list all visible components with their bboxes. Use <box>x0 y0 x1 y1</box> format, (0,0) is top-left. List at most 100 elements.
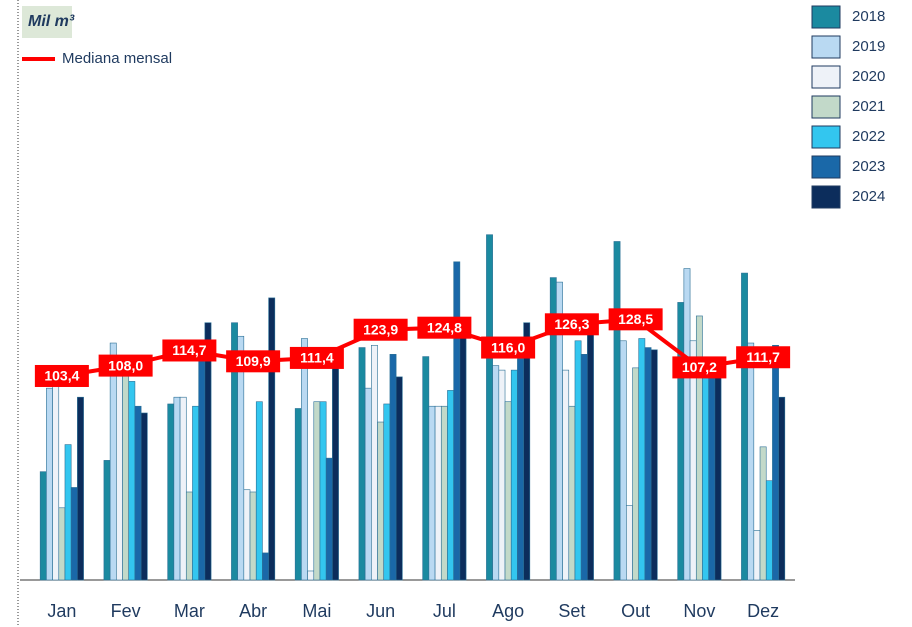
bar <box>383 403 391 581</box>
bar <box>778 396 786 581</box>
bar <box>626 505 633 581</box>
median-label: 114,7 <box>172 342 206 358</box>
bar <box>134 405 142 581</box>
median-label: 128,5 <box>618 311 653 327</box>
bar <box>237 335 245 581</box>
bar <box>313 401 321 581</box>
bar <box>447 390 454 581</box>
bar <box>192 405 199 581</box>
legend-swatch <box>811 95 841 119</box>
bar <box>772 344 779 581</box>
bar <box>389 354 397 581</box>
bar <box>307 570 315 581</box>
median-label: 124,8 <box>427 319 462 335</box>
legend-swatch <box>811 185 841 209</box>
bar <box>52 385 60 581</box>
bar <box>116 356 123 581</box>
bar <box>568 405 576 581</box>
bar <box>702 372 709 581</box>
bar <box>765 480 773 581</box>
bar <box>422 356 430 581</box>
bar <box>714 372 722 581</box>
legend-swatch <box>811 155 841 179</box>
bar <box>128 381 136 581</box>
bar <box>319 401 327 581</box>
bar <box>122 365 130 581</box>
median-label: 103,4 <box>44 368 79 384</box>
x-tick-label: Ago <box>492 601 524 621</box>
median-label: 116,0 <box>491 339 525 355</box>
median-label: 108,0 <box>108 357 143 373</box>
bar <box>638 338 646 581</box>
median-label-box <box>289 346 344 369</box>
median-label-box <box>736 346 791 369</box>
bar <box>262 552 269 581</box>
bar <box>510 369 518 581</box>
median-label: 109,9 <box>236 353 271 369</box>
median-label-box <box>226 350 281 373</box>
x-tick-label: Mar <box>174 601 205 621</box>
legend-label: 2021 <box>852 98 885 115</box>
bar <box>498 369 506 581</box>
bar <box>77 396 84 581</box>
bar <box>632 367 640 581</box>
bar <box>677 302 685 581</box>
x-tick-label: Jan <box>47 601 76 621</box>
legend-swatch <box>811 125 841 149</box>
median-label-box <box>98 354 153 377</box>
bar <box>173 396 181 581</box>
median-label-box <box>417 316 472 339</box>
bar <box>64 444 72 581</box>
x-tick-label: Abr <box>239 601 267 621</box>
x-tick-label: Nov <box>683 601 715 621</box>
legend-label: 2019 <box>852 38 885 55</box>
bar <box>377 421 385 581</box>
bar <box>619 340 627 581</box>
bar <box>255 401 263 581</box>
bar <box>109 342 117 581</box>
median-label-box <box>544 313 599 336</box>
bar <box>741 272 748 581</box>
bar <box>58 507 66 581</box>
legend-swatch <box>811 65 841 89</box>
bar <box>759 446 767 581</box>
x-tick-label: Mai <box>302 601 331 621</box>
median-label-box <box>162 339 217 362</box>
bar <box>204 322 212 581</box>
legend-swatch <box>811 35 841 59</box>
bar <box>434 405 442 581</box>
bar <box>358 347 366 581</box>
legend-swatch <box>811 5 841 29</box>
bar <box>185 491 193 581</box>
median-label: 126,3 <box>554 316 589 332</box>
x-tick-label: Jul <box>433 601 456 621</box>
bar <box>249 491 257 581</box>
bar <box>644 347 652 581</box>
bar <box>268 297 276 581</box>
legend-label: 2024 <box>852 188 885 205</box>
median-label: 111,7 <box>746 349 780 365</box>
bar <box>650 349 658 581</box>
median-label-box <box>353 318 408 341</box>
bar <box>587 331 594 581</box>
bar <box>613 241 621 581</box>
bar <box>753 530 761 581</box>
bar <box>580 354 588 581</box>
bar <box>747 342 755 581</box>
bar <box>486 234 493 581</box>
bar <box>70 487 78 581</box>
bar <box>179 396 187 581</box>
x-tick-label: Fev <box>111 601 141 621</box>
legend-label: 2022 <box>852 128 885 145</box>
bar <box>301 338 308 581</box>
bar <box>428 405 436 581</box>
x-tick-label: Jun <box>366 601 395 621</box>
x-tick-label: Set <box>558 601 585 621</box>
bar <box>395 376 403 581</box>
legend-label: 2023 <box>852 158 885 175</box>
legend-label: 2018 <box>852 8 885 25</box>
bar <box>39 471 47 581</box>
bar <box>517 358 524 581</box>
bar <box>332 360 339 581</box>
